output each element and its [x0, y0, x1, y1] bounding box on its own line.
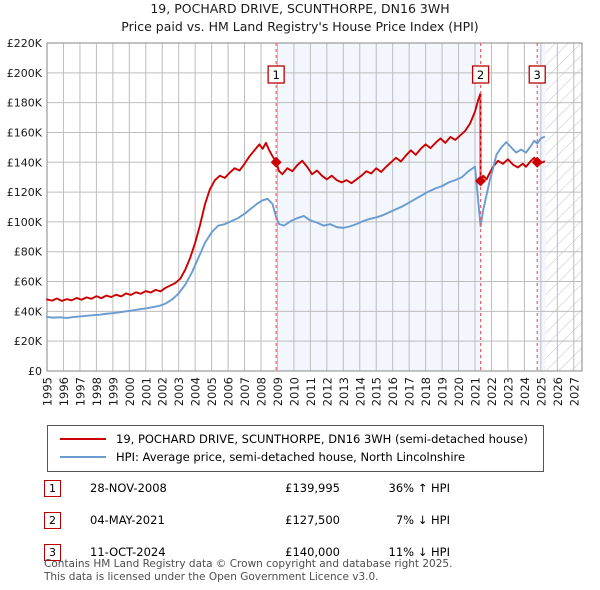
svg-text:2023: 2023: [501, 377, 515, 406]
svg-text:2007: 2007: [238, 377, 252, 406]
svg-text:2000: 2000: [123, 377, 137, 406]
page-title-line2: Price paid vs. HM Land Registry's House …: [121, 19, 479, 34]
sale-badge-1: 1: [44, 479, 61, 497]
attribution-footer: Contains HM Land Registry data © Crown c…: [44, 558, 584, 583]
svg-text:2008: 2008: [255, 377, 269, 406]
svg-text:2006: 2006: [222, 377, 236, 406]
legend-swatch-hpi: [60, 456, 106, 458]
legend-item-property: 19, POCHARD DRIVE, SCUNTHORPE, DN16 3WH …: [54, 430, 537, 448]
svg-text:2025: 2025: [534, 377, 548, 406]
svg-text:2019: 2019: [436, 377, 450, 406]
svg-text:£140K: £140K: [7, 156, 43, 169]
svg-text:2003: 2003: [172, 377, 186, 406]
svg-text:2010: 2010: [287, 377, 301, 406]
svg-text:2020: 2020: [452, 377, 466, 406]
footer-line-2: This data is licensed under the Open Gov…: [44, 570, 379, 583]
svg-text:2011: 2011: [304, 377, 318, 406]
sale-price-3: £140,000: [285, 545, 340, 559]
svg-text:2021: 2021: [469, 377, 483, 406]
svg-text:£0: £0: [28, 365, 42, 378]
table-row: 2 04-MAY-2021 £127,500 7% ↓ HPI: [44, 504, 564, 536]
svg-text:1999: 1999: [106, 377, 120, 406]
sale-price-1: £139,995: [285, 481, 340, 495]
sales-table: 1 28-NOV-2008 £139,995 36% ↑ HPI 2 04-MA…: [44, 472, 564, 568]
legend-item-hpi: HPI: Average price, semi-detached house,…: [54, 448, 537, 466]
svg-text:£40K: £40K: [14, 305, 43, 318]
svg-text:1: 1: [272, 68, 279, 82]
legend-label-hpi: HPI: Average price, semi-detached house,…: [116, 450, 466, 464]
svg-text:£220K: £220K: [7, 37, 43, 50]
svg-text:2009: 2009: [271, 377, 285, 406]
sale-badge-3: 3: [44, 543, 61, 561]
sale-delta-3: 11% ↓ HPI: [388, 545, 450, 559]
legend-label-property: 19, POCHARD DRIVE, SCUNTHORPE, DN16 3WH …: [116, 432, 528, 446]
svg-text:2024: 2024: [518, 377, 532, 406]
sale-badge-2: 2: [44, 511, 61, 529]
svg-text:2014: 2014: [353, 377, 367, 406]
table-row: 3 11-OCT-2024 £140,000 11% ↓ HPI: [44, 536, 564, 568]
svg-text:£60K: £60K: [14, 276, 43, 289]
svg-text:1995: 1995: [41, 377, 55, 406]
sale-date-3: 11-OCT-2024: [90, 545, 166, 559]
svg-text:2026: 2026: [551, 377, 565, 406]
svg-text:2018: 2018: [419, 377, 433, 406]
page-title-line1: 19, POCHARD DRIVE, SCUNTHORPE, DN16 3WH: [150, 1, 450, 16]
svg-text:2022: 2022: [485, 377, 499, 406]
svg-text:2004: 2004: [189, 377, 203, 406]
sale-price-2: £127,500: [285, 513, 340, 527]
svg-text:2015: 2015: [370, 377, 384, 406]
svg-text:1997: 1997: [73, 377, 87, 406]
svg-text:£20K: £20K: [14, 335, 43, 348]
svg-text:£80K: £80K: [14, 246, 43, 259]
sale-date-1: 28-NOV-2008: [90, 481, 167, 495]
sale-date-2: 04-MAY-2021: [90, 513, 165, 527]
svg-text:2027: 2027: [567, 377, 581, 406]
footer-line-1: Contains HM Land Registry data © Crown c…: [44, 558, 453, 570]
chart-svg: £0 £20K £40K £60K £80K £100K £120K £140K £160K £1…: [7, 37, 583, 406]
legend-swatch-property: [60, 438, 106, 440]
svg-text:2: 2: [477, 68, 484, 82]
svg-text:1996: 1996: [57, 377, 71, 406]
svg-text:2002: 2002: [156, 377, 170, 406]
svg-text:1998: 1998: [90, 377, 104, 406]
svg-text:£160K: £160K: [7, 126, 43, 139]
chart-titles: 19, POCHARD DRIVE, SCUNTHORPE, DN16 3WH …: [0, 0, 600, 36]
svg-text:3: 3: [534, 68, 541, 82]
svg-text:2012: 2012: [320, 377, 334, 406]
svg-text:2016: 2016: [386, 377, 400, 406]
svg-text:£100K: £100K: [7, 216, 43, 229]
sale-delta-1: 36% ↑ HPI: [388, 481, 450, 495]
svg-text:£200K: £200K: [7, 67, 43, 80]
svg-text:2005: 2005: [205, 377, 219, 406]
svg-text:2017: 2017: [403, 377, 417, 406]
svg-text:2013: 2013: [337, 377, 351, 406]
svg-text:£120K: £120K: [7, 186, 43, 199]
svg-text:2001: 2001: [139, 377, 153, 406]
table-row: 1 28-NOV-2008 £139,995 36% ↑ HPI: [44, 472, 564, 504]
svg-text:£180K: £180K: [7, 97, 43, 110]
sale-delta-2: 7% ↓ HPI: [395, 513, 450, 527]
price-history-chart: £0 £20K £40K £60K £80K £100K £120K £140K £160K £1…: [7, 37, 583, 406]
chart-legend: 19, POCHARD DRIVE, SCUNTHORPE, DN16 3WH …: [47, 425, 544, 472]
